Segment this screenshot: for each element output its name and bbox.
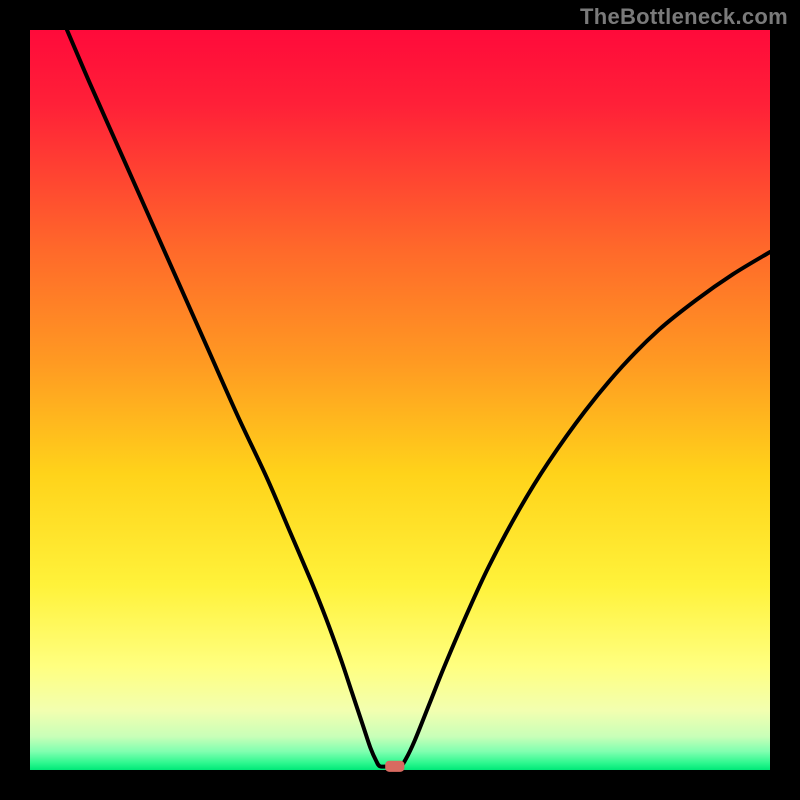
watermark-text: TheBottleneck.com [580, 4, 788, 30]
chart-container: TheBottleneck.com [0, 0, 800, 800]
plot-background-gradient [30, 30, 770, 770]
bottleneck-chart [0, 0, 800, 800]
optimum-marker [385, 761, 404, 772]
